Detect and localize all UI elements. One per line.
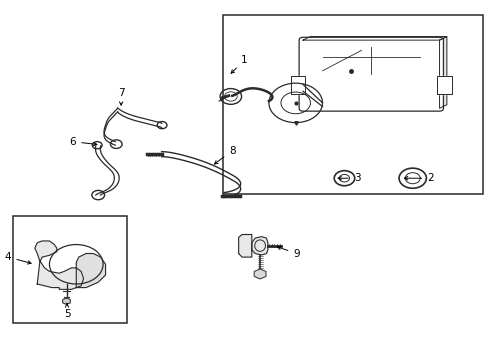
Text: 7: 7 <box>118 87 124 105</box>
Text: 8: 8 <box>214 145 235 164</box>
Polygon shape <box>76 253 105 288</box>
Bar <box>13 216 127 323</box>
Text: 5: 5 <box>63 303 70 319</box>
Text: 9: 9 <box>277 246 299 258</box>
Polygon shape <box>238 234 251 257</box>
Text: 1: 1 <box>231 55 247 73</box>
Polygon shape <box>290 76 305 94</box>
Polygon shape <box>436 76 451 94</box>
Bar <box>222 15 483 194</box>
Text: 4: 4 <box>5 252 31 264</box>
Text: 3: 3 <box>337 173 360 183</box>
Polygon shape <box>439 37 446 108</box>
FancyBboxPatch shape <box>299 37 443 111</box>
Polygon shape <box>62 298 70 305</box>
Polygon shape <box>303 37 446 40</box>
Polygon shape <box>251 237 267 255</box>
Polygon shape <box>35 241 83 289</box>
Text: 2: 2 <box>404 173 433 183</box>
Text: 6: 6 <box>69 137 97 147</box>
